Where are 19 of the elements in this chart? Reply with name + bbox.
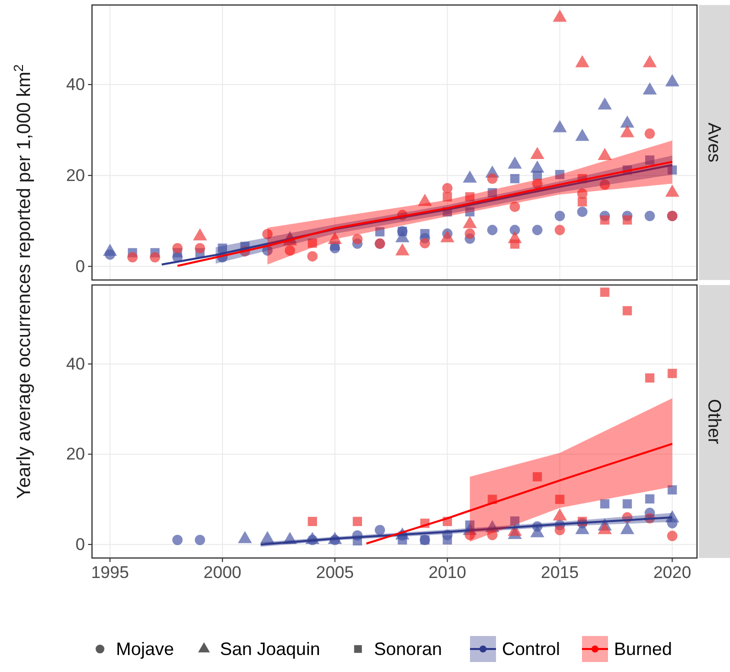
x-tick-label: 2000: [204, 563, 242, 582]
y-tick-label: 20: [66, 166, 85, 185]
y-tick-label: 40: [66, 75, 85, 94]
y-tick-label: 0: [76, 256, 85, 276]
legend-label: Control: [502, 639, 560, 659]
text: Mojave: [116, 639, 174, 659]
x-tick-label: 2005: [316, 563, 354, 582]
x-tick-label: 2020: [653, 563, 692, 582]
y-tick-label: 40: [66, 354, 85, 374]
y-tick-label: 0: [76, 534, 85, 554]
text: San Joaquin: [220, 639, 320, 659]
x-tick-label: 2010: [428, 563, 466, 582]
text: Other: [704, 398, 724, 444]
x-tick-label: 2015: [540, 563, 579, 582]
y-tick-label: 20: [66, 444, 85, 464]
text: Sonoran: [374, 639, 442, 659]
x-tick-label: 1995: [91, 563, 129, 582]
legend-label: Burned: [614, 639, 672, 659]
text: Aves: [704, 122, 724, 162]
